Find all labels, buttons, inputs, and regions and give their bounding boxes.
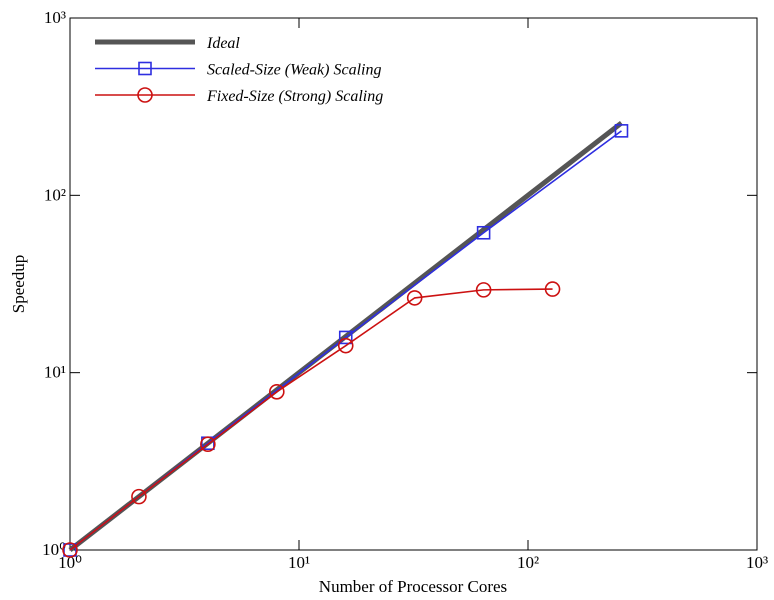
x-tick-label: 10⁰ <box>58 553 82 572</box>
plot-frame <box>69 17 758 551</box>
x-axis-label: Number of Processor Cores <box>319 577 507 596</box>
marker <box>269 384 285 400</box>
marker <box>63 543 77 557</box>
y-tick-label: 10² <box>44 185 66 204</box>
y-tick-label: 10⁰ <box>42 540 66 559</box>
marker <box>62 542 78 558</box>
legend-label: Scaled-Size (Weak) Scaling <box>207 62 381 79</box>
y-tick-label: 10¹ <box>44 363 66 382</box>
marker <box>614 124 629 138</box>
marker <box>200 436 216 453</box>
y-axis-label: Speedup <box>9 255 28 314</box>
legend-label: Ideal <box>206 35 240 52</box>
marker <box>544 281 561 297</box>
marker <box>476 225 491 240</box>
x-tick-label: 10¹ <box>288 553 310 572</box>
marker <box>138 61 152 76</box>
marker <box>137 87 153 103</box>
marker <box>337 337 354 354</box>
y-tick-label: 10³ <box>44 8 66 27</box>
x-tick-label: 10² <box>517 553 539 572</box>
marker <box>131 488 147 505</box>
series-line <box>69 288 553 551</box>
marker <box>406 290 423 306</box>
marker <box>338 330 353 345</box>
legend-label: Fixed-Size (Strong) Scaling <box>206 88 383 105</box>
marker <box>475 282 492 298</box>
x-tick-label: 10³ <box>746 553 768 572</box>
